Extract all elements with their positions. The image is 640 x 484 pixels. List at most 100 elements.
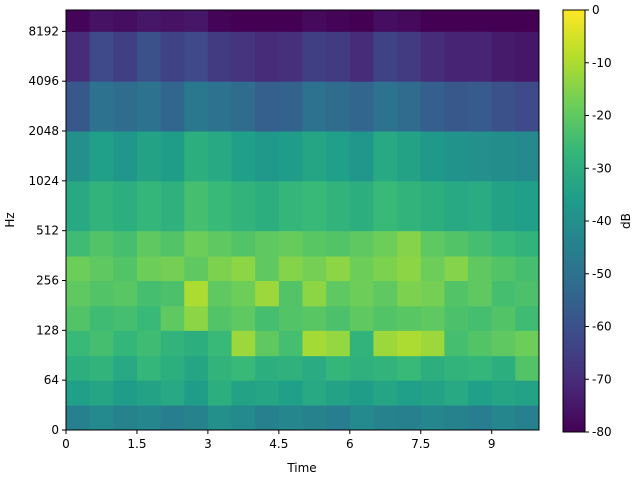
cell — [420, 255, 445, 282]
cell — [207, 405, 233, 431]
cell — [373, 280, 398, 307]
cell — [207, 305, 233, 331]
cell — [326, 230, 351, 257]
cell — [160, 355, 185, 381]
cell — [373, 230, 398, 257]
cell — [184, 405, 209, 431]
cell — [136, 355, 162, 381]
cell — [349, 180, 374, 232]
cell — [302, 131, 327, 182]
cell — [515, 280, 540, 307]
cell — [491, 180, 516, 232]
cell — [184, 180, 209, 232]
cell — [207, 230, 233, 257]
cell — [326, 355, 351, 381]
y-tick-label: 1024 — [28, 174, 59, 188]
cell — [349, 280, 374, 307]
cell — [515, 255, 540, 282]
y-tick-label: 4096 — [28, 74, 59, 88]
cell — [184, 230, 209, 257]
cell — [397, 355, 422, 381]
cell — [420, 305, 445, 331]
cell — [89, 380, 114, 406]
cell — [207, 81, 233, 132]
cell — [302, 280, 327, 307]
cell — [373, 10, 398, 32]
cell — [468, 31, 493, 82]
cell — [373, 255, 398, 282]
cell — [468, 10, 493, 32]
cell — [278, 355, 303, 381]
cell — [444, 305, 469, 331]
cell — [515, 330, 540, 357]
cell — [160, 10, 185, 32]
cell — [515, 31, 540, 82]
cell — [184, 380, 209, 406]
cell — [255, 280, 280, 307]
cell — [231, 255, 256, 282]
cell — [420, 131, 445, 182]
cell — [89, 31, 114, 82]
cell — [491, 330, 516, 357]
cell — [444, 380, 469, 406]
cell — [231, 230, 256, 257]
cell — [515, 405, 540, 431]
cell — [66, 81, 91, 132]
cell — [444, 81, 469, 132]
cell — [326, 255, 351, 282]
cell — [207, 380, 233, 406]
cell — [160, 81, 185, 132]
cell — [184, 81, 209, 132]
cell — [420, 355, 445, 381]
cell — [444, 230, 469, 257]
cell — [184, 131, 209, 182]
cell — [231, 31, 256, 82]
cell — [89, 330, 114, 357]
cell — [491, 355, 516, 381]
cell — [468, 255, 493, 282]
cell — [420, 380, 445, 406]
cell — [468, 380, 493, 406]
cell — [468, 280, 493, 307]
cell — [491, 280, 516, 307]
cell — [397, 180, 422, 232]
cell — [255, 255, 280, 282]
cell — [278, 380, 303, 406]
cell — [515, 131, 540, 182]
cell — [113, 81, 138, 132]
cell — [89, 81, 114, 132]
cell — [491, 255, 516, 282]
cell — [136, 305, 162, 331]
cell — [515, 10, 540, 32]
cell — [184, 31, 209, 82]
cell — [207, 255, 233, 282]
cell — [66, 10, 91, 32]
cell — [66, 180, 91, 232]
cell — [66, 280, 91, 307]
cell — [397, 305, 422, 331]
cell — [255, 81, 280, 132]
cell — [349, 305, 374, 331]
cell — [444, 10, 469, 32]
cell — [420, 330, 445, 357]
cell — [491, 31, 516, 82]
cell — [160, 255, 185, 282]
cell — [136, 405, 162, 431]
cell — [255, 305, 280, 331]
cell — [184, 280, 209, 307]
cell — [278, 131, 303, 182]
cell — [444, 31, 469, 82]
cell — [255, 230, 280, 257]
cell — [207, 131, 233, 182]
cell — [66, 405, 91, 431]
cell — [420, 31, 445, 82]
cell — [160, 330, 185, 357]
cell — [326, 405, 351, 431]
cell — [468, 180, 493, 232]
colorbar-tick-label: -20 — [592, 109, 612, 123]
cell — [373, 380, 398, 406]
cell — [397, 330, 422, 357]
cell — [207, 355, 233, 381]
cell — [66, 230, 91, 257]
cell — [184, 10, 209, 32]
